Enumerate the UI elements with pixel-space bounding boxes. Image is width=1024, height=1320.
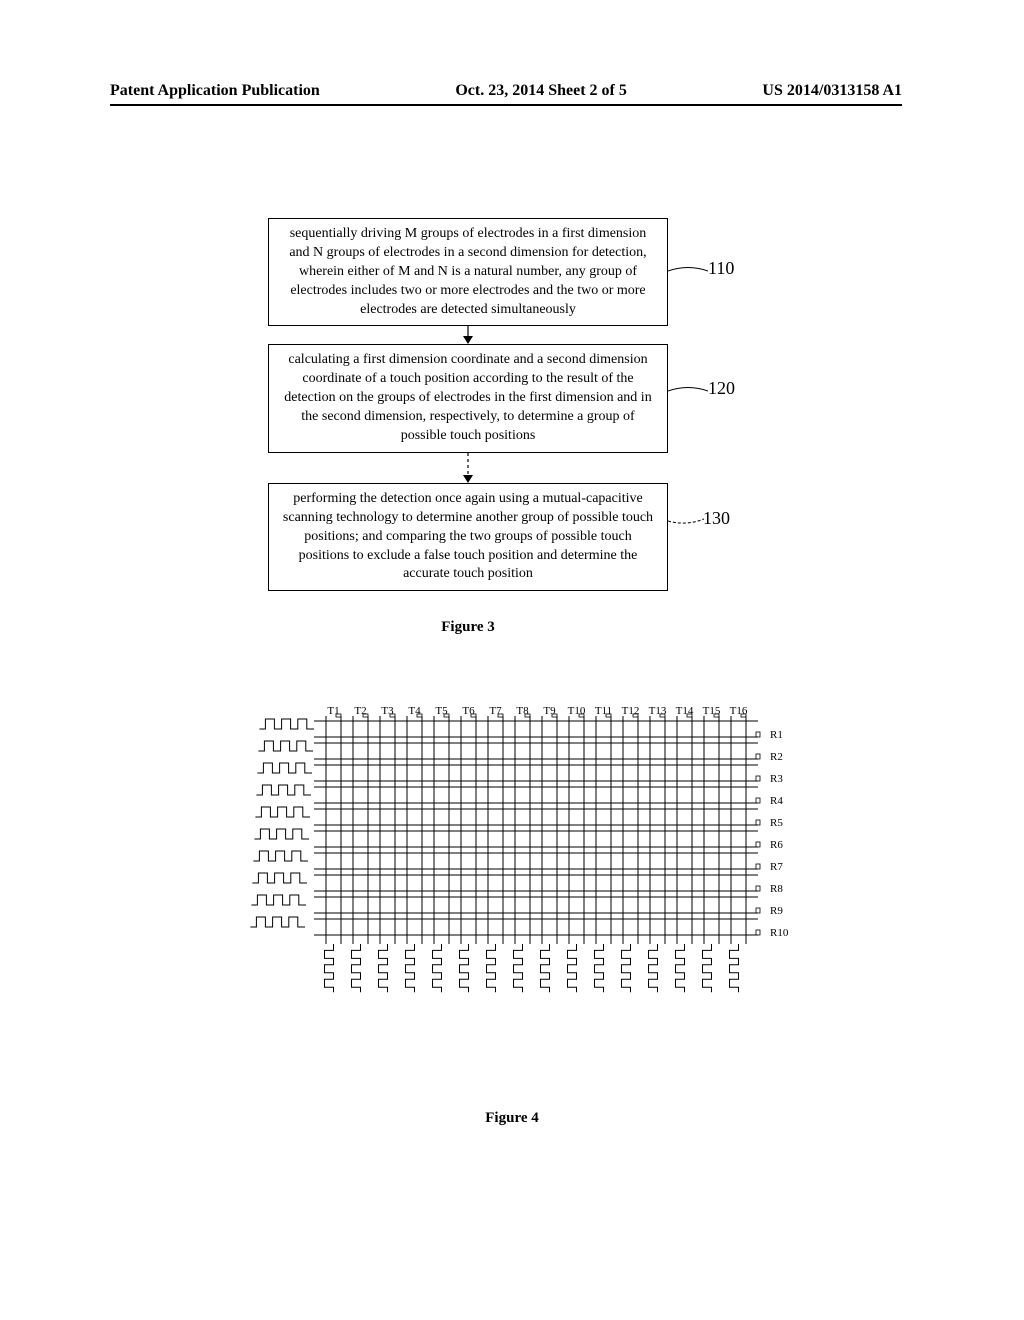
svg-text:T14: T14: [676, 705, 694, 717]
svg-text:T12: T12: [622, 705, 640, 717]
flow-label-120: 120: [708, 378, 735, 399]
svg-text:T9: T9: [543, 705, 556, 717]
svg-text:R7: R7: [770, 861, 783, 873]
flow-arrow-2-dashed: [268, 453, 668, 483]
svg-text:R4: R4: [770, 795, 783, 807]
svg-text:T13: T13: [649, 705, 667, 717]
svg-text:R6: R6: [770, 839, 783, 851]
header-left: Patent Application Publication: [110, 82, 320, 100]
svg-text:T6: T6: [462, 705, 475, 717]
header-center: Oct. 23, 2014 Sheet 2 of 5: [455, 82, 627, 100]
svg-text:T5: T5: [435, 705, 448, 717]
figure-4-caption: Figure 4: [0, 1110, 1024, 1127]
figure-4-svg: T1 T2 T3 T4 T5 T6 T7 T8 T9 T10 T11 T12 T13 T14 T15 T16 R…: [220, 700, 800, 1090]
svg-text:R9: R9: [770, 905, 783, 917]
header-right: US 2014/0313158 A1: [762, 82, 902, 100]
svg-text:T3: T3: [381, 705, 394, 717]
flow-label-110: 110: [708, 258, 734, 279]
flow-box-120: calculating a first dimension coordinate…: [268, 344, 668, 452]
svg-text:T4: T4: [408, 705, 421, 717]
svg-text:T8: T8: [516, 705, 529, 717]
svg-text:T16: T16: [730, 705, 748, 717]
svg-text:T2: T2: [354, 705, 366, 717]
svg-text:T15: T15: [703, 705, 721, 717]
svg-text:T11: T11: [595, 705, 612, 717]
svg-text:R5: R5: [770, 817, 783, 829]
figure-4-diagram: T1 T2 T3 T4 T5 T6 T7 T8 T9 T10 T11 T12 T13 T14 T15 T16 R…: [220, 700, 800, 1095]
flow-box-130: performing the detection once again usin…: [268, 483, 668, 591]
svg-text:R10: R10: [770, 927, 789, 939]
connector-110: [668, 264, 708, 278]
figure-3-caption: Figure 3: [268, 619, 668, 636]
connector-130: [668, 514, 706, 528]
connector-120: [668, 384, 708, 398]
svg-text:R1: R1: [770, 729, 783, 741]
flow-box-110: sequentially driving M groups of electro…: [268, 218, 668, 326]
svg-text:T1: T1: [327, 705, 339, 717]
page-header: Patent Application Publication Oct. 23, …: [110, 82, 902, 106]
figure-3-flowchart: sequentially driving M groups of electro…: [268, 218, 668, 636]
svg-text:T7: T7: [489, 705, 502, 717]
svg-text:R3: R3: [770, 773, 783, 785]
flow-label-130: 130: [703, 508, 730, 529]
svg-text:R8: R8: [770, 883, 783, 895]
flow-arrow-1: [268, 326, 668, 344]
svg-text:R2: R2: [770, 751, 783, 763]
svg-text:T10: T10: [568, 705, 586, 717]
